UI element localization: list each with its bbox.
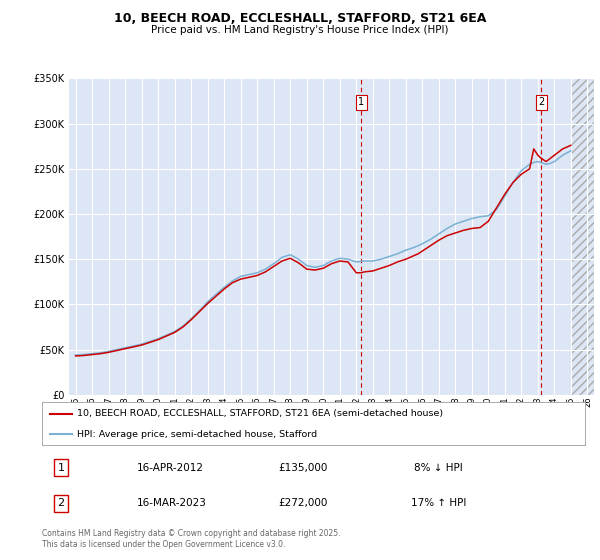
Text: 10, BEECH ROAD, ECCLESHALL, STAFFORD, ST21 6EA (semi-detached house): 10, BEECH ROAD, ECCLESHALL, STAFFORD, ST… (77, 409, 443, 418)
Text: Price paid vs. HM Land Registry's House Price Index (HPI): Price paid vs. HM Land Registry's House … (151, 25, 449, 35)
Text: £272,000: £272,000 (278, 498, 328, 508)
Text: 2: 2 (58, 498, 65, 508)
Text: HPI: Average price, semi-detached house, Stafford: HPI: Average price, semi-detached house,… (77, 430, 317, 439)
Text: 1: 1 (58, 463, 65, 473)
Text: £135,000: £135,000 (278, 463, 328, 473)
Text: 16-MAR-2023: 16-MAR-2023 (137, 498, 207, 508)
Text: 1: 1 (358, 97, 364, 107)
Bar (571, 78, 594, 395)
Text: 8% ↓ HPI: 8% ↓ HPI (414, 463, 463, 473)
Text: 2: 2 (538, 97, 544, 107)
Text: 16-APR-2012: 16-APR-2012 (137, 463, 204, 473)
Text: Contains HM Land Registry data © Crown copyright and database right 2025.
This d: Contains HM Land Registry data © Crown c… (42, 529, 341, 549)
Text: 17% ↑ HPI: 17% ↑ HPI (411, 498, 466, 508)
Text: 10, BEECH ROAD, ECCLESHALL, STAFFORD, ST21 6EA: 10, BEECH ROAD, ECCLESHALL, STAFFORD, ST… (114, 12, 486, 25)
